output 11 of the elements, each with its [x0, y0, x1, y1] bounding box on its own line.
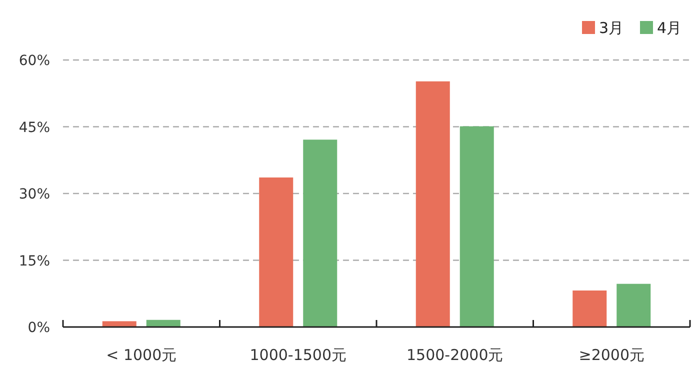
- xtick-label: 1500-2000元: [406, 346, 504, 364]
- xtick-label: 1000-1500元: [250, 346, 346, 364]
- ytick-label: 15%: [18, 253, 50, 270]
- legend-label: 4月: [657, 19, 682, 37]
- ytick-label: 30%: [18, 186, 50, 202]
- ytick-label: 45%: [18, 120, 50, 136]
- legend-label: 3月: [599, 19, 624, 37]
- ytick-label: 0%: [28, 320, 50, 336]
- xtick-label: < 1000元: [106, 346, 177, 364]
- xtick-label: ≥2000元: [578, 346, 644, 364]
- ytick-label: 60%: [18, 53, 50, 69]
